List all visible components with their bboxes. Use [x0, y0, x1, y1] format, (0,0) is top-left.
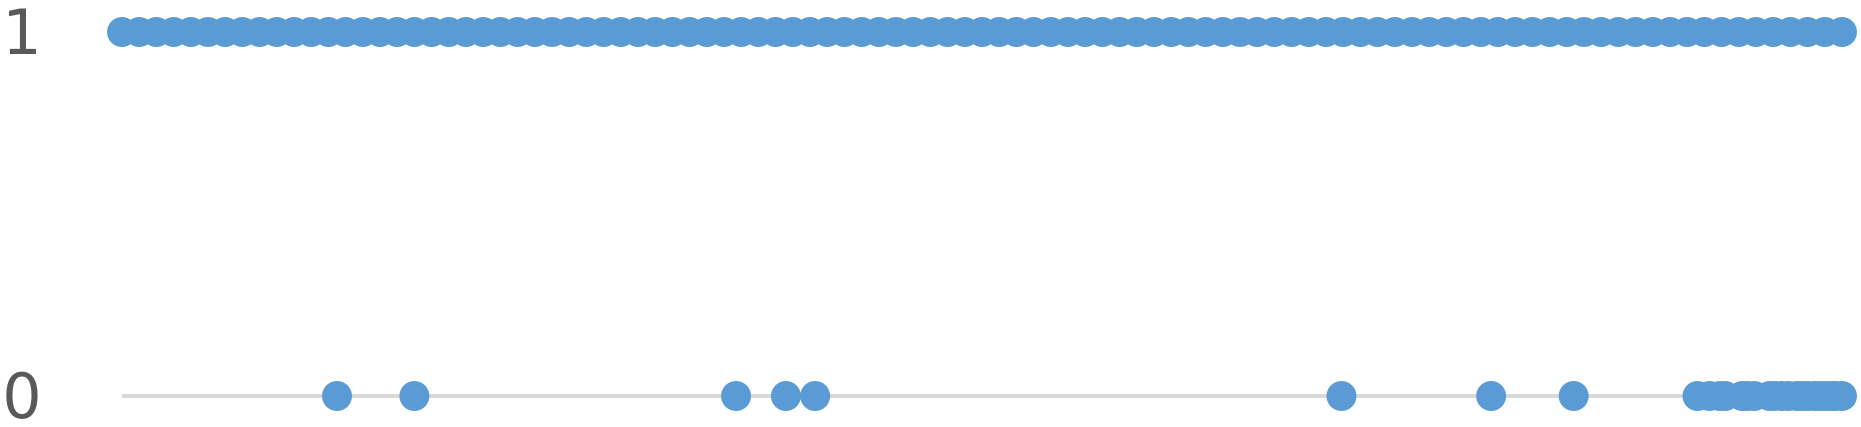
data-point-0-108 — [1558, 381, 1589, 411]
data-point-0-107 — [1476, 381, 1507, 411]
data-point-0-105 — [800, 381, 831, 411]
y-tick-label-1: 1 — [2, 0, 41, 69]
data-points — [107, 17, 1857, 411]
data-point-0-101 — [322, 381, 352, 411]
data-point-0-103 — [721, 381, 752, 411]
data-point-0-102 — [399, 381, 430, 411]
data-point-0-100 — [1827, 17, 1857, 47]
y-tick-label-0: 0 — [2, 360, 41, 427]
data-point-0-106 — [1326, 381, 1357, 411]
data-point-0-104 — [770, 381, 801, 411]
y-axis: 01 — [2, 0, 41, 427]
data-point-0-128 — [1827, 381, 1857, 411]
